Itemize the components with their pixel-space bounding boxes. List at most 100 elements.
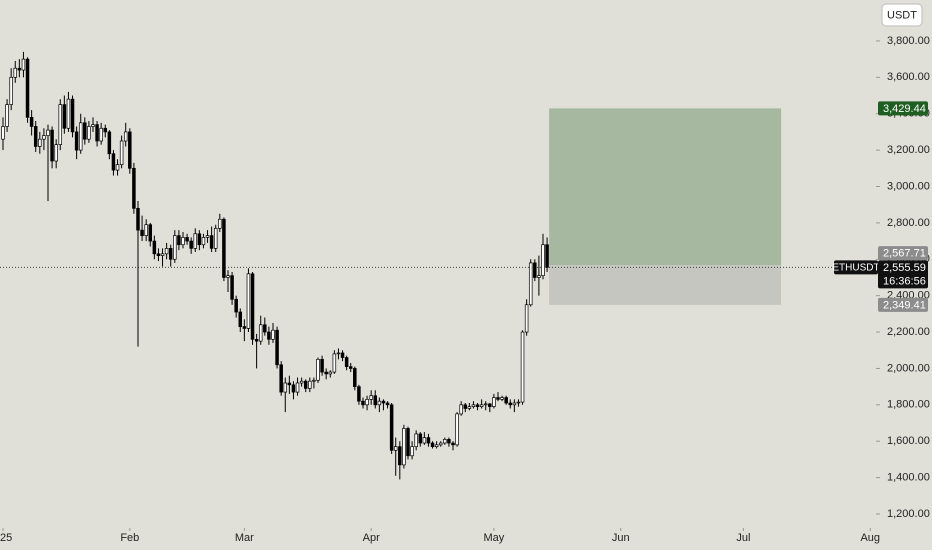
x-tick-label: Apr xyxy=(363,532,380,544)
candle-body xyxy=(303,380,308,389)
candle-body xyxy=(111,153,116,171)
x-tick-label: 25 xyxy=(0,532,12,544)
stop-tag xyxy=(878,297,928,312)
candle-body xyxy=(381,400,386,404)
candle-body xyxy=(242,326,247,329)
candle-body xyxy=(173,235,177,260)
x-tick-label: Feb xyxy=(120,532,139,544)
candle-body xyxy=(508,402,513,406)
candle-body xyxy=(66,98,71,129)
candle-body xyxy=(152,240,157,255)
candle-body xyxy=(177,235,181,246)
candle-body xyxy=(17,67,22,71)
candle-body xyxy=(537,275,541,278)
candle-body xyxy=(193,233,198,249)
y-tick-label: 2,800.00 xyxy=(887,217,930,229)
candle-body xyxy=(426,437,431,444)
candle-body xyxy=(218,218,222,229)
last-price-tag xyxy=(878,260,928,289)
candle-body xyxy=(361,400,365,406)
y-tick-label: 2,000.00 xyxy=(887,362,930,374)
candle-body xyxy=(160,253,165,256)
candle-body xyxy=(13,67,18,78)
plot-area: 25 Feb Mar Apr May Jun Jul Aug ETHUSDT xyxy=(0,51,880,544)
candle-body xyxy=(119,140,124,166)
candle-body xyxy=(62,104,67,129)
candle-body xyxy=(78,122,83,151)
candle-body xyxy=(451,442,455,446)
candle-body xyxy=(254,338,259,342)
candle-body xyxy=(222,218,226,278)
candle-body xyxy=(140,229,144,236)
candle-body xyxy=(234,298,238,313)
candle-body xyxy=(226,275,230,278)
candle-body xyxy=(5,104,9,127)
candle-body xyxy=(271,329,275,340)
candle-body xyxy=(156,253,161,256)
candle-body xyxy=(148,224,153,242)
candle-body xyxy=(438,442,443,446)
candle-body xyxy=(250,273,255,340)
candle-body xyxy=(385,402,390,406)
y-tick-label: 3,800.00 xyxy=(887,35,930,47)
candle-body xyxy=(393,446,398,451)
y-tick-label: 3,600.00 xyxy=(887,71,930,83)
candle-body xyxy=(164,248,169,255)
target-tag xyxy=(878,101,928,116)
x-tick-label: Mar xyxy=(235,532,254,544)
candle-body xyxy=(87,126,91,140)
candle-body xyxy=(377,400,382,406)
price-axis: USDT 1,200.00 1,400.00 1,600.00 1,800.00 2,0… xyxy=(876,3,930,520)
candle-body xyxy=(287,382,292,386)
candle-body xyxy=(295,382,300,393)
candle-body xyxy=(128,131,132,169)
candle-body xyxy=(389,404,394,451)
candle-body xyxy=(103,127,108,133)
candle-body xyxy=(365,399,369,406)
candle-body xyxy=(197,233,202,246)
candle-body xyxy=(54,144,58,162)
candle-body xyxy=(357,386,361,402)
candle-body xyxy=(213,227,218,249)
candle-body xyxy=(238,311,243,327)
candle-body xyxy=(21,58,26,71)
candle-body xyxy=(353,368,357,387)
candle-body xyxy=(181,237,185,246)
profit-zone xyxy=(549,108,782,266)
candle-body xyxy=(455,413,459,446)
candle-body xyxy=(467,406,472,409)
entry-tag xyxy=(878,246,928,261)
candle-body xyxy=(459,404,463,415)
candle-body xyxy=(430,442,435,448)
y-tick-label: 1,200.00 xyxy=(887,508,930,520)
candle-body xyxy=(344,357,349,367)
candle-body xyxy=(144,224,148,236)
candle-body xyxy=(422,437,427,444)
candle-body xyxy=(123,131,128,142)
candle-body xyxy=(201,237,206,246)
candle-body xyxy=(25,58,30,118)
currency-label[interactable]: USDT xyxy=(887,9,917,21)
candle-body xyxy=(107,131,112,155)
candle-body xyxy=(258,324,263,342)
candle-body xyxy=(520,331,525,403)
candle-body xyxy=(283,382,288,393)
target-tag-label: 3,429.44 xyxy=(883,103,926,115)
y-tick-label: 1,800.00 xyxy=(887,399,930,411)
currency-box[interactable] xyxy=(881,3,923,27)
y-tick-label: 1,400.00 xyxy=(887,472,930,484)
candle-body xyxy=(447,439,451,444)
candle-body xyxy=(373,395,378,406)
candle-body xyxy=(70,98,75,133)
candle-body xyxy=(471,404,476,407)
candle-body xyxy=(9,76,13,105)
symbol-label: ETHUSDT xyxy=(832,262,879,273)
candle-body xyxy=(414,433,418,448)
candle-body xyxy=(267,331,271,340)
candle-body xyxy=(483,403,488,406)
candle-body xyxy=(168,248,173,260)
candle-body xyxy=(279,364,283,393)
candle-body xyxy=(488,403,492,407)
